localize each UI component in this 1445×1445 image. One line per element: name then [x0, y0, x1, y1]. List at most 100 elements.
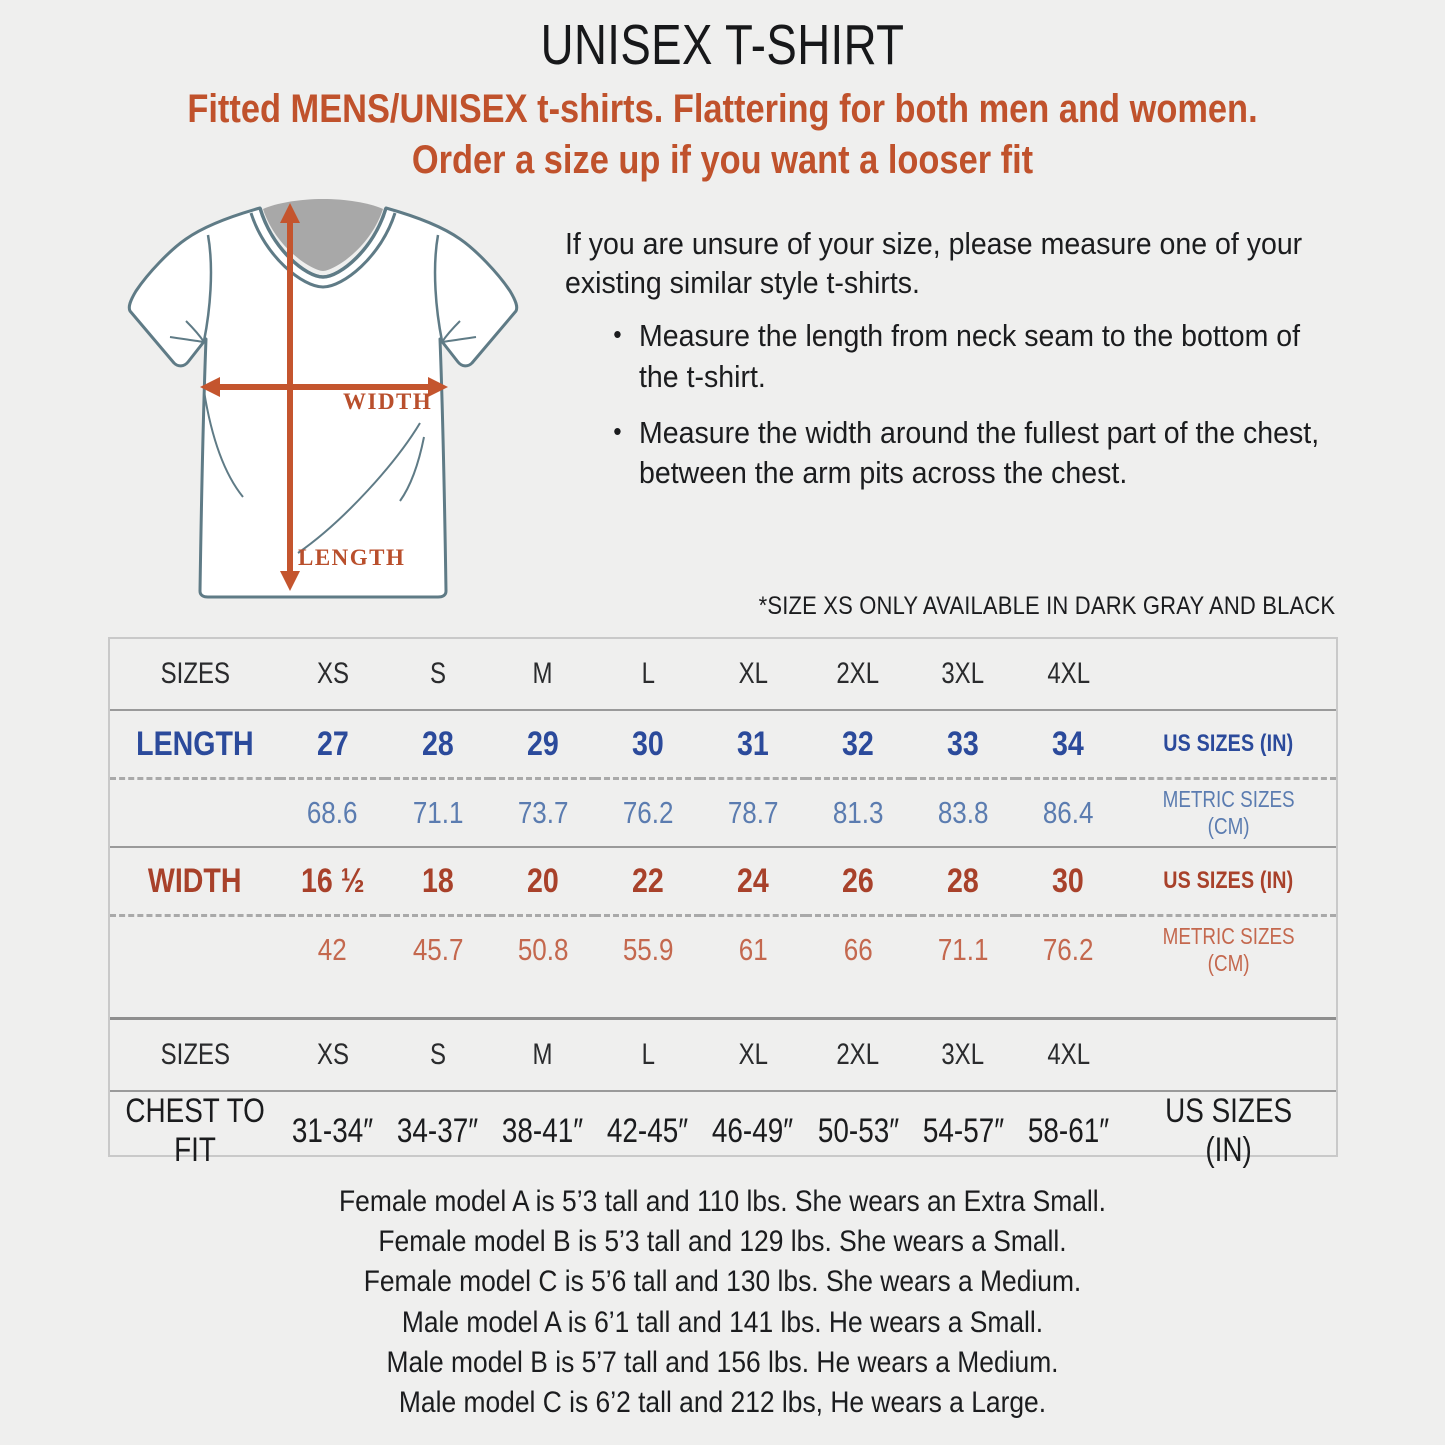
collar-ribbing	[258, 207, 388, 279]
cell-size2-3xl: 3XL	[910, 1017, 1016, 1091]
fold-left-1	[185, 320, 205, 343]
cell-size-3xl: 3XL	[941, 657, 985, 690]
cell-size2-l: L	[595, 1017, 701, 1091]
model-note-line: Male model A is 6’1 tall and 141 lbs. He…	[401, 1305, 1044, 1339]
width-label: WIDTH	[343, 389, 432, 414]
cell-empty	[110, 777, 281, 847]
cell-length-cm-l: 76.2	[595, 777, 701, 847]
model-note-line: Female model C is 5’6 tall and 130 lbs. …	[363, 1265, 1082, 1299]
bullet-icon: •	[613, 319, 622, 350]
cell-length-us-xl: 31	[700, 709, 806, 779]
cell-length-cm-3xl: 83.8	[910, 777, 1016, 847]
cell-size-xs: XS	[316, 657, 349, 690]
collar-outer-edge	[249, 212, 397, 289]
cell-width-cm-3xl: 71.1	[910, 914, 1016, 983]
shoulder-seam-left	[202, 235, 213, 342]
cell-chest-xs: 31-34″	[280, 1090, 386, 1170]
drape-left	[203, 391, 244, 498]
fold-left-2	[169, 336, 205, 344]
cell-width-cm-4xl: 76.2	[1015, 914, 1121, 983]
table-row-length-us: LENGTH 27 28 29 30 31 32 33 34 US SIZES …	[110, 709, 1336, 779]
cell-size-2xl: 2XL	[836, 657, 880, 690]
cell-length-us-4xl: 34	[1015, 709, 1121, 779]
list-item-text: Measure the length from neck seam to the…	[639, 318, 1301, 394]
cell-length-cm-2xl: 81.3	[805, 777, 911, 847]
cell-length-us-unit: US SIZES (IN)	[1120, 709, 1336, 779]
cell-width-us-4xl: 30	[1015, 846, 1121, 916]
cell-width-cm-s: 45.7	[385, 914, 491, 983]
list-item: • Measure the length from neck seam to t…	[613, 316, 1338, 397]
cell-width-cm-xs: 42	[280, 914, 386, 983]
cell-length-cm-m: 73.7	[490, 777, 596, 847]
cell-width-us-3xl: 28	[910, 846, 1016, 916]
instructions-bullet-list: • Measure the length from neck seam to t…	[565, 316, 1340, 493]
cell-chest-unit: US SIZES (IN)	[1120, 1090, 1336, 1170]
list-item-text: Measure the width around the fullest par…	[639, 414, 1320, 491]
cell-length-label: LENGTH	[110, 709, 281, 779]
cell-width-cm-xl: 61	[700, 914, 806, 983]
cell-size2-xs: XS	[280, 1017, 386, 1091]
cell-size-4xl: 4XL	[1046, 657, 1090, 690]
cell-sizes-label: SIZES	[160, 657, 230, 690]
xs-availability-note: *SIZE XS ONLY AVAILABLE IN DARK GRAY AND…	[758, 592, 1335, 620]
cell-size-m: M	[532, 657, 553, 690]
fold-right-1	[441, 320, 461, 343]
top-region: WIDTH LENGTH If you are unsure of your s…	[0, 186, 1445, 616]
size-chart-table: SIZES XS S M L XL 2XL 3XL 4XL LENGTH 27 …	[110, 639, 1336, 1170]
cell-width-us-xl: 24	[700, 846, 806, 916]
table-row-chest-to-fit: CHEST TO FIT 31-34″ 34-37″ 38-41″ 42-45″…	[110, 1090, 1336, 1170]
model-note-line: Male model B is 5’7 tall and 156 lbs. He…	[386, 1345, 1059, 1379]
subtitle-line-2: Order a size up if you want a looser fit	[411, 138, 1034, 183]
cell-size-s: S	[429, 657, 446, 690]
bullet-icon: •	[613, 415, 622, 446]
cell-chest-xl: 46-49″	[700, 1090, 806, 1170]
shirt-body-outline	[127, 206, 519, 599]
cell-width-cm-2xl: 66	[805, 914, 911, 983]
cell-width-us-l: 22	[595, 846, 701, 916]
width-arrow	[200, 377, 448, 398]
cell-width-us-unit: US SIZES (IN)	[1120, 846, 1336, 916]
cell-empty	[110, 983, 1336, 1019]
cell-size2-4xl: 4XL	[1015, 1017, 1121, 1091]
cell-size2-m: M	[490, 1017, 596, 1091]
cell-size-l: L	[641, 657, 655, 690]
cell-chest-s: 34-37″	[385, 1090, 491, 1170]
cell-size2-2xl: 2XL	[805, 1017, 911, 1091]
cell-length-cm-xl: 78.7	[700, 777, 806, 847]
cell-chest-l: 42-45″	[595, 1090, 701, 1170]
cell-width-us-2xl: 26	[805, 846, 911, 916]
cell-chest-label: CHEST TO FIT	[110, 1090, 281, 1170]
table-row-sizes-header-bottom: SIZES XS S M L XL 2XL 3XL 4XL	[110, 1017, 1336, 1091]
cell-size2-xl: XL	[700, 1017, 806, 1091]
cell-length-us-m: 29	[490, 709, 596, 779]
cell-length-us-xs: 27	[280, 709, 386, 779]
model-note-line: Female model A is 5’3 tall and 110 lbs. …	[339, 1185, 1106, 1218]
cell-empty	[1120, 1017, 1336, 1091]
cell-width-us-m: 20	[490, 846, 596, 916]
cell-width-label: WIDTH	[110, 846, 281, 916]
table-row-width-us: WIDTH 16 ½ 18 20 22 24 26 28 30 US SIZES…	[110, 846, 1336, 916]
cell-sizes-label-2: SIZES	[110, 1017, 281, 1091]
cell-length-cm-unit: METRIC SIZES (CM)	[1120, 777, 1336, 847]
cell-width-cm-m: 50.8	[490, 914, 596, 983]
cell-empty	[110, 914, 281, 983]
cell-length-us-s: 28	[385, 709, 491, 779]
cell-width-cm-l: 55.9	[595, 914, 701, 983]
size-chart-table-container: SIZES XS S M L XL 2XL 3XL 4XL LENGTH 27 …	[108, 637, 1338, 1170]
cell-width-us-xs: 16 ½	[280, 846, 386, 916]
length-label: LENGTH	[298, 545, 405, 570]
cell-length-us-2xl: 32	[805, 709, 911, 779]
length-arrow	[280, 203, 300, 592]
drape-right-2	[399, 437, 425, 502]
subtitle: Fitted MENS/UNISEX t-shirts. Flattering …	[101, 84, 1344, 186]
table-row-length-metric: 68.6 71.1 73.7 76.2 78.7 81.3 83.8 86.4 …	[110, 777, 1336, 847]
cell-chest-3xl: 54-57″	[910, 1090, 1016, 1170]
tshirt-diagram: WIDTH LENGTH	[108, 191, 538, 611]
cell-length-cm-s: 71.1	[385, 777, 491, 847]
cell-length-us-l: 30	[595, 709, 701, 779]
table-row-width-metric: 42 45.7 50.8 55.9 61 66 71.1 76.2 METRIC…	[110, 914, 1336, 983]
cell-chest-2xl: 50-53″	[805, 1090, 911, 1170]
cell-chest-m: 38-41″	[490, 1090, 596, 1170]
measuring-instructions: If you are unsure of your size, please m…	[565, 224, 1340, 509]
drape-right-1	[297, 422, 421, 555]
